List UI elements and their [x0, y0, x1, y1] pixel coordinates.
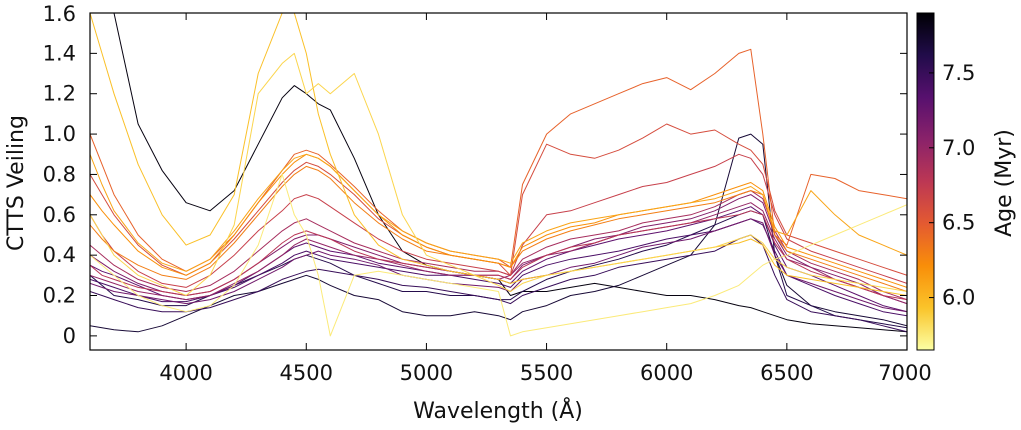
y-tick-label: 1.0 — [43, 122, 76, 146]
y-tick-label: 1.2 — [43, 82, 76, 106]
y-tick-label: 0.8 — [43, 162, 76, 186]
y-tick-label: 1.4 — [43, 41, 76, 65]
x-tick-label: 6500 — [760, 361, 813, 385]
colorbar — [917, 13, 934, 350]
x-tick-label: 4000 — [159, 361, 212, 385]
colorbar-tick-label: 7.5 — [942, 61, 975, 85]
colorbar-tick-label: 7.0 — [942, 136, 975, 160]
y-tick-label: 0 — [63, 324, 76, 348]
y-tick-label: 1.6 — [43, 2, 76, 26]
y-axis-title: CTTS Veiling — [4, 115, 29, 251]
y-tick-label: 0.4 — [43, 243, 76, 267]
x-tick-label: 7000 — [878, 361, 931, 385]
y-tick-label: 0.2 — [43, 284, 76, 308]
colorbar-tick-label: 6.0 — [942, 286, 975, 310]
x-tick-label: 5000 — [400, 361, 453, 385]
colorbar-tick-label: 6.5 — [942, 211, 975, 235]
x-axis-title: Wavelength (Å) — [413, 397, 583, 424]
colorbar-axis: 6.0 6.5 7.0 7.5 — [929, 61, 975, 310]
x-tick-label: 4500 — [280, 361, 333, 385]
colorbar-title: Age (Myr) — [992, 129, 1017, 237]
y-tick-label: 0.6 — [43, 203, 76, 227]
x-tick-label: 6000 — [640, 361, 693, 385]
x-tick-label: 5500 — [520, 361, 573, 385]
